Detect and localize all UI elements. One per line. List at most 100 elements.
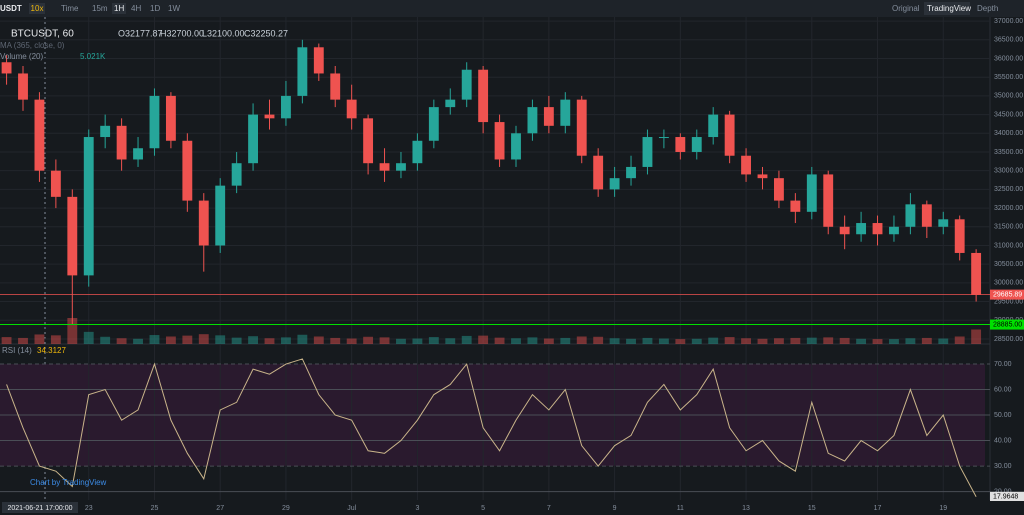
watermark[interactable]: Chart by TradingView — [30, 478, 107, 487]
volume-bar — [658, 338, 669, 344]
volume-bar — [773, 338, 784, 344]
y-tick-label: 35500.00 — [994, 74, 1023, 81]
volume-bar — [182, 335, 193, 344]
x-tick-label: 11 — [677, 505, 684, 512]
y-tick-label: 28500.00 — [994, 336, 1023, 343]
volume-bar — [281, 337, 291, 344]
candle-body — [757, 174, 768, 179]
toolbar — [0, 0, 1024, 17]
candle-body — [346, 99, 357, 119]
volume-bar — [396, 338, 406, 344]
candle-body — [921, 204, 932, 227]
candle-body — [872, 223, 883, 235]
candle-body — [626, 166, 636, 179]
volume-bar — [478, 335, 489, 344]
view[interactable]: Original — [892, 4, 920, 13]
x-tick-label: 9 — [613, 505, 617, 512]
y-tick-label: 36000.00 — [994, 55, 1023, 62]
candle-body — [609, 178, 620, 190]
candle-body — [379, 163, 390, 171]
interval-active — [112, 3, 126, 14]
volume-bar — [379, 337, 390, 344]
volume-bar — [83, 331, 94, 344]
candle-body — [494, 122, 505, 160]
x-tick-label: 13 — [742, 505, 750, 512]
crosshair-label: 2021-06-21 17:00:00 — [8, 505, 73, 512]
candle-body — [396, 163, 406, 171]
interval[interactable]: 1H — [114, 4, 124, 13]
candle-body — [593, 155, 604, 190]
interval[interactable]: 1W — [168, 4, 180, 13]
x-tick-label: 7 — [547, 505, 551, 512]
y-tick-label: 30500.00 — [994, 261, 1023, 268]
volume-bar — [116, 338, 127, 344]
candle-body — [18, 73, 28, 100]
candle-body — [34, 99, 45, 171]
x-tick-label: Jul — [347, 505, 356, 512]
legend-high: H32700.00 — [160, 28, 204, 38]
volume-bar — [1, 337, 12, 344]
volume-bar — [50, 335, 61, 344]
candle-body — [330, 73, 341, 100]
volume-bar — [67, 318, 78, 344]
candle-body — [642, 137, 653, 167]
interval[interactable]: 4H — [131, 4, 141, 13]
candle-body — [445, 99, 456, 108]
y-tick-label: 36500.00 — [994, 37, 1023, 44]
y-tick-label: 34500.00 — [994, 111, 1023, 118]
volume-bar — [872, 339, 883, 344]
candle-body — [182, 140, 193, 201]
volume-bar — [428, 337, 439, 344]
crosshair-box — [2, 502, 78, 513]
rsi-last-box — [990, 491, 1024, 502]
volume-bar — [954, 336, 965, 344]
x-tick-label: 29 — [282, 505, 290, 512]
volume-bar — [724, 337, 735, 344]
legend-volume-value: 5.021K — [80, 52, 106, 61]
legend-symbol: BTCUSDT, 60 — [11, 29, 74, 40]
candle-body — [527, 107, 538, 134]
candle-body — [905, 204, 916, 227]
volume-bar — [346, 338, 357, 344]
y-tick-label: 35000.00 — [994, 93, 1023, 100]
candle-body — [511, 133, 521, 160]
volume-bar — [626, 338, 636, 344]
candle-body — [215, 185, 226, 246]
volume-bar — [905, 338, 916, 344]
candle-body — [198, 200, 209, 246]
volume-bar — [511, 338, 521, 344]
volume-bar — [741, 338, 751, 344]
volume-bar — [264, 338, 275, 344]
volume-bar — [757, 338, 768, 344]
candle-body — [412, 140, 423, 164]
candle-body — [83, 137, 94, 276]
interval[interactable]: 15m — [92, 4, 108, 13]
volume-bar — [921, 337, 932, 344]
candle-body — [100, 125, 111, 138]
volume-bar — [248, 336, 258, 344]
view-active — [924, 2, 970, 15]
candle-body — [149, 95, 160, 149]
volume-bar — [445, 338, 456, 344]
candle-body — [116, 125, 127, 160]
level-box — [990, 319, 1024, 330]
volume-bar — [363, 336, 374, 344]
y-tick-label: 33500.00 — [994, 149, 1023, 156]
leverage[interactable]: 10x — [31, 4, 44, 13]
volume-bar — [593, 336, 604, 344]
volume-bar — [527, 337, 538, 344]
view[interactable]: Depth — [977, 4, 998, 13]
candle-body — [724, 114, 735, 156]
y-tick-label: 30000.00 — [994, 280, 1023, 287]
volume-bar — [231, 337, 242, 344]
volume-bar — [609, 338, 620, 344]
interval[interactable]: 1D — [150, 4, 160, 13]
volume-bar — [330, 337, 341, 344]
view[interactable]: TradingView — [927, 4, 971, 13]
y-tick-label: 31500.00 — [994, 224, 1023, 231]
volume-bar — [461, 335, 472, 344]
interval[interactable]: Time — [61, 4, 79, 13]
candle-body — [741, 155, 751, 175]
candle-body — [231, 163, 242, 186]
